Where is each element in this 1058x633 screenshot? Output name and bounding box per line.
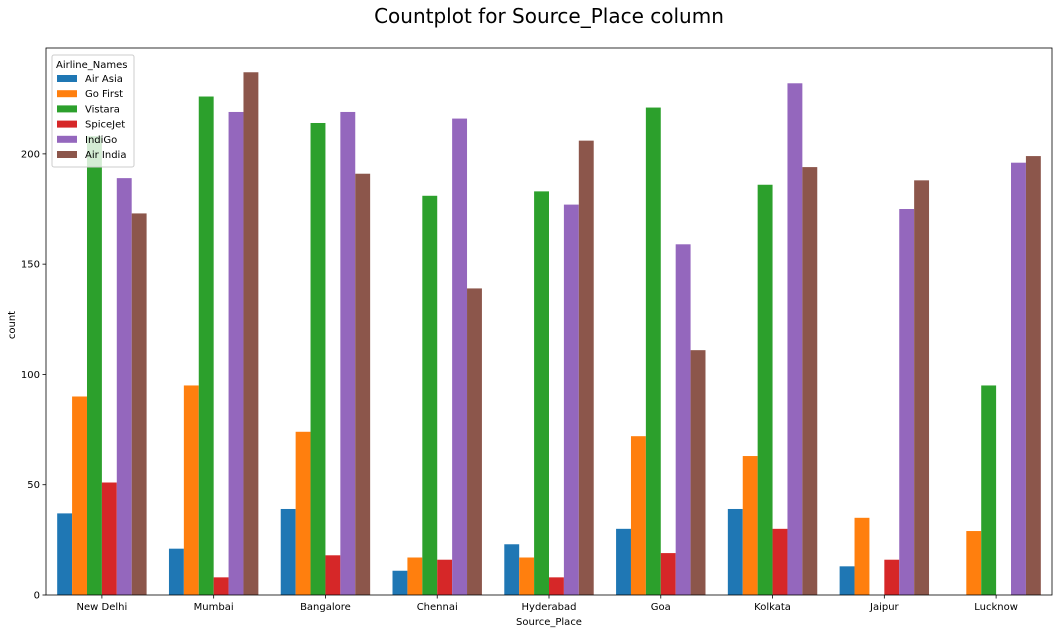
legend-label: Vistara — [85, 104, 120, 115]
bar-air-asia-new-delhi — [57, 513, 73, 595]
y-tick-label: 150 — [21, 260, 40, 271]
bar-go-first-jaipur — [854, 517, 870, 595]
bar-spicejet-mumbai — [213, 577, 229, 595]
bar-air-india-mumbai — [243, 72, 259, 595]
x-tick-label: Goa — [651, 602, 671, 613]
bar-air-asia-goa — [616, 528, 631, 595]
bar-go-first-lucknow — [966, 531, 982, 595]
bar-air-asia-hyderabad — [504, 544, 520, 595]
bar-indigo-kolkata — [787, 83, 803, 595]
bar-indigo-jaipur — [899, 209, 915, 595]
bar-go-first-mumbai — [183, 385, 199, 595]
bar-go-first-chennai — [407, 557, 423, 595]
bar-air-asia-chennai — [392, 570, 408, 595]
bar-spicejet-goa — [660, 553, 676, 595]
bar-indigo-bangalore — [340, 111, 356, 596]
bar-vistara-hyderabad — [534, 191, 549, 595]
bar-air-india-jaipur — [914, 180, 930, 595]
legend-swatch — [57, 105, 77, 113]
bar-air-india-hyderabad — [578, 140, 594, 595]
x-tick-label: Chennai — [417, 602, 458, 613]
legend-swatch — [57, 75, 77, 82]
bar-air-india-kolkata — [802, 167, 818, 595]
bar-indigo-hyderabad — [563, 204, 579, 595]
x-tick-label: Hyderabad — [522, 602, 577, 613]
bar-indigo-lucknow — [1011, 162, 1026, 595]
bar-air-asia-mumbai — [168, 548, 184, 595]
bar-vistara-chennai — [422, 195, 438, 595]
y-tick-label: 0 — [34, 591, 40, 602]
x-axis-label: Source_Place — [516, 617, 582, 628]
bar-vistara-lucknow — [981, 385, 997, 595]
legend-swatch — [57, 135, 77, 143]
bar-indigo-mumbai — [228, 111, 244, 596]
bar-spicejet-kolkata — [772, 528, 788, 595]
bar-air-india-new-delhi — [131, 213, 147, 596]
legend-label: Go First — [85, 89, 123, 100]
bar-spicejet-chennai — [437, 559, 453, 595]
bar-spicejet-new-delhi — [101, 482, 117, 595]
bar-spicejet-bangalore — [325, 555, 341, 595]
legend-label: SpiceJet — [85, 120, 125, 131]
bar-air-asia-kolkata — [727, 508, 743, 595]
x-tick-label: Lucknow — [974, 602, 1018, 613]
x-tick-label: Bangalore — [300, 602, 351, 613]
bar-indigo-chennai — [452, 118, 468, 595]
legend-swatch — [57, 151, 77, 158]
y-tick-label: 50 — [27, 480, 40, 491]
bar-spicejet-hyderabad — [549, 577, 564, 595]
bar-spicejet-jaipur — [884, 559, 900, 595]
x-tick-label: Mumbai — [194, 602, 234, 613]
bar-indigo-goa — [675, 244, 691, 596]
legend-title: Airline_Names — [56, 60, 128, 71]
legend-label: Air India — [85, 150, 126, 161]
axes-layer: 0 50 100 150 200 New Delhi Mumbai Bangalore Chen… — [21, 47, 1053, 613]
y-tick-label: 200 — [21, 149, 40, 160]
x-tick-label: Jaipur — [869, 602, 900, 613]
legend-label: Air Asia — [85, 74, 123, 85]
bar-go-first-new-delhi — [72, 396, 87, 595]
bar-vistara-bangalore — [310, 122, 326, 596]
bars-layer — [57, 72, 1041, 596]
legend: Airline_Names Air Asia Go First Vistara Spic… — [51, 54, 135, 168]
bar-indigo-new-delhi — [116, 178, 132, 595]
bar-air-asia-jaipur — [839, 566, 855, 595]
bar-vistara-new-delhi — [86, 136, 102, 596]
y-axis-label: count — [7, 311, 18, 339]
bar-go-first-hyderabad — [519, 557, 535, 595]
legend-label: IndiGo — [85, 135, 117, 146]
bar-air-india-lucknow — [1025, 156, 1041, 595]
bar-go-first-kolkata — [742, 456, 758, 595]
x-tick-label: New Delhi — [77, 602, 128, 613]
x-tick-label: Kolkata — [754, 602, 791, 613]
bar-air-asia-bangalore — [280, 508, 296, 595]
bar-air-india-chennai — [467, 288, 482, 595]
legend-swatch — [57, 90, 77, 98]
bar-go-first-goa — [630, 436, 646, 595]
bar-air-india-goa — [690, 350, 706, 595]
legend-swatch — [57, 120, 77, 128]
chart-title: Countplot for Source_Place column — [374, 4, 724, 28]
y-tick-label: 100 — [21, 370, 40, 381]
bar-go-first-bangalore — [295, 431, 311, 595]
bar-vistara-goa — [645, 107, 661, 596]
bar-vistara-kolkata — [757, 184, 773, 595]
bar-vistara-mumbai — [198, 96, 214, 596]
bar-air-india-bangalore — [355, 173, 371, 595]
